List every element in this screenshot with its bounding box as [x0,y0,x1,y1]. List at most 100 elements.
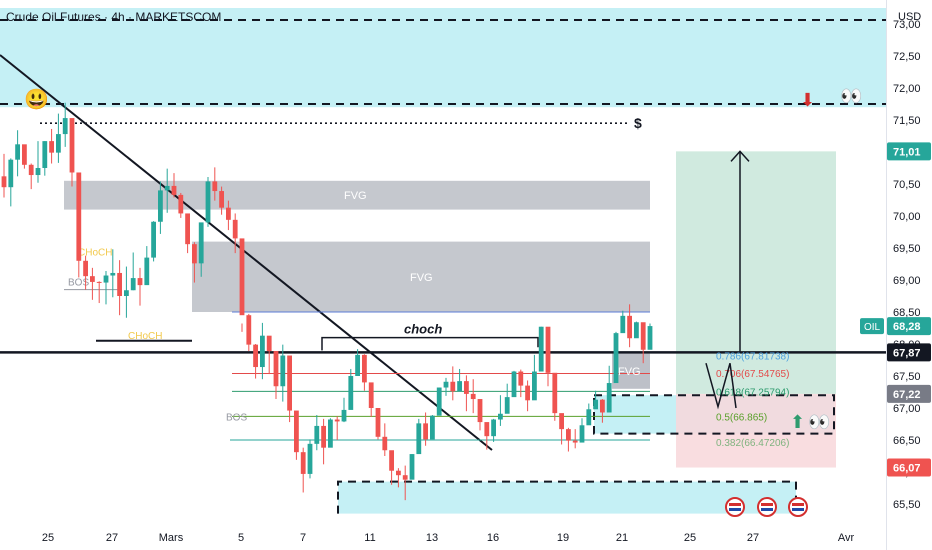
price-label-text: 68,28 [893,321,921,333]
candle-body [164,185,170,191]
price-tick-label: 72,50 [893,51,921,63]
price-label-text: 67,87 [893,347,921,359]
candle-body [158,190,163,222]
candle-body [498,413,503,420]
candle-body [627,315,632,339]
candle-body [334,419,340,422]
candle-body [504,397,510,414]
currency-label[interactable]: USD [898,11,922,23]
symbol-tag-box [860,318,884,335]
supply-zone [0,8,886,108]
flag-stripe [761,503,773,506]
date-tick-label: 11 [364,532,375,544]
fib-level-label: 0.706(67.54765) [716,369,789,380]
candle-body [402,475,408,480]
candle-body [35,168,41,176]
dollar-label: $ [634,115,642,131]
choch-small-label-right: CHoCH [128,331,162,342]
candle-body [368,382,374,408]
candle-body [572,440,578,443]
flag-stripe [792,508,804,511]
candle-body [443,381,449,388]
up-arrow-icon: ⬆ [790,412,805,432]
candle-body [314,425,320,444]
candle-body [375,408,381,437]
candle-body [96,281,102,283]
price-tick-label: 73,00 [893,19,921,31]
candle-body [246,315,252,345]
candle-body [103,275,109,283]
candle-body [110,272,116,276]
choch-label: choch [404,322,442,337]
smile-emoji: 😃 [24,88,49,111]
flag-stripe [761,508,773,511]
date-tick-label: 27 [106,532,118,544]
fvg-zone-middle [192,241,650,312]
candle-body [42,141,48,168]
candle-body [62,118,68,135]
candle-body [457,381,462,392]
candle-body [600,399,605,413]
date-tick-label: 27 [747,532,759,544]
date-tick-label: 5 [238,532,244,544]
candle-body [593,399,598,410]
candle-body [423,423,428,440]
candle-body [130,278,136,291]
candle-body [287,355,292,411]
candle-body [348,376,354,410]
candle-body [389,450,394,471]
date-tick-label: Mars [159,532,184,544]
candle-body [640,322,646,350]
us-flag-icon [788,497,808,517]
candle-body [280,355,286,387]
bos-label-right: BOS [226,412,247,423]
fib-level-label: 0.5(66.865) [716,413,767,424]
us-flag-icon [757,497,777,517]
price-label-text: 66,07 [893,463,921,475]
candle-body [69,118,75,173]
price-axis-separator [886,0,887,550]
candle-body [90,276,95,282]
candle-body [538,326,544,372]
candle-body [300,452,306,474]
candle-body [606,383,612,413]
date-tick-label: 25 [42,532,54,544]
candle-body [22,144,27,165]
candle-body [226,207,231,220]
candle-body [511,371,517,398]
candle-body [436,387,442,416]
candle-body [144,257,150,286]
candle-body [552,372,558,414]
candle-body [253,344,258,368]
candle-body [409,454,415,480]
candle-body [430,415,435,440]
candle-body [450,381,456,392]
choch-line [321,336,539,351]
candle-body [273,351,279,387]
date-tick-label: 25 [684,532,696,544]
candle-body [586,409,592,426]
candle-body [294,410,299,453]
price-tick-label: 67,50 [893,371,921,383]
candle-body [1,176,7,188]
price-tick-label: 69,00 [893,275,921,287]
candle-body [307,443,313,474]
candle-body [212,181,218,192]
demand-zone-lower [338,481,796,514]
date-tick-label: 19 [557,532,569,544]
candle-body [137,278,143,286]
candle-body [566,429,571,441]
choch-small-label-left: CHoCH [78,248,112,259]
candle-body [382,436,388,451]
candle-body [205,181,211,223]
candle-body [76,172,82,261]
candle-body [117,272,122,296]
candle-body [151,221,156,258]
candle-body [178,194,184,214]
candle-body [341,409,347,422]
candle-body [328,419,333,448]
candle-body [579,425,585,443]
fib-level-label: 0.786(67.81738) [716,352,789,363]
flag-stripe [729,508,741,511]
